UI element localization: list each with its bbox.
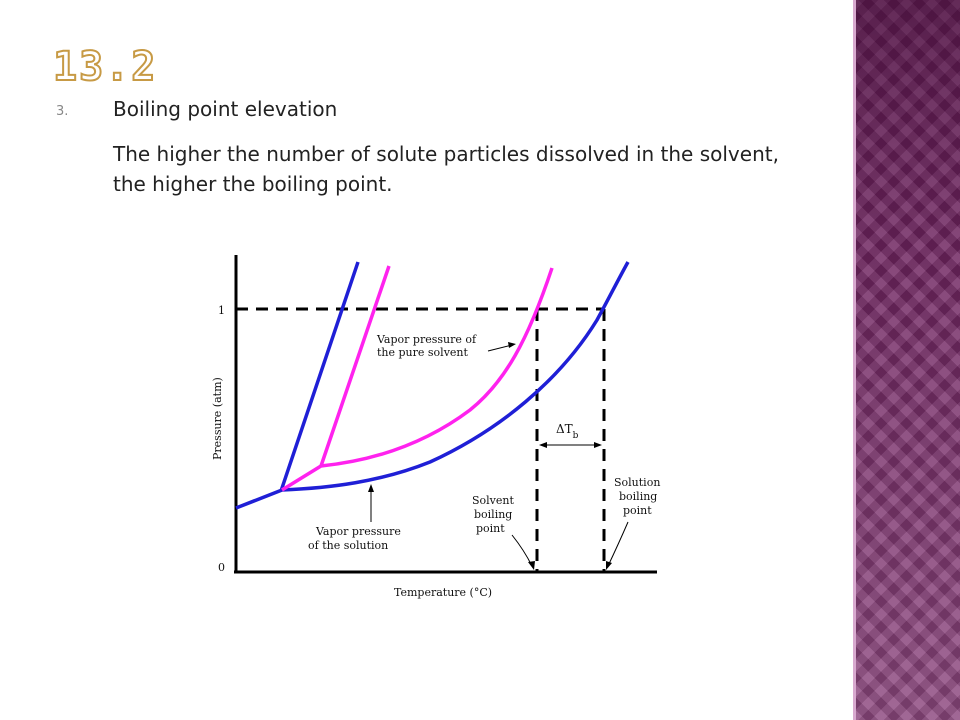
label-solvent-bp-1: Solvent [472,494,514,507]
solution-bp-arrowhead [606,561,612,570]
delta-tb-arrowhead-left [539,442,547,448]
decorative-side-panel [853,0,960,720]
pure-solvent-arrow [487,344,513,352]
solvent-bp-arrowhead [528,561,535,570]
solvent-vapor-pressure-curve [281,267,554,492]
solution-vapor-pressure-curve [235,261,630,510]
label-solution-2: of the solution [308,539,388,552]
bullet-heading: Boiling point elevation [113,97,338,121]
label-pure-solvent-2: the pure solvent [377,346,468,359]
tick-label-0: 0 [218,561,225,574]
solution-arrowhead [368,484,374,492]
solution-solid-line [279,261,360,492]
label-solution-bp-2: boiling [619,490,657,503]
label-solvent-bp-3: point [476,522,505,535]
solvent-bp-arrow [511,534,533,567]
pure-solvent-arrowhead [508,342,516,348]
label-pure-solvent-1: Vapor pressure of [376,333,477,346]
label-solution-bp-3: point [623,504,652,517]
slide-title: 13.2 [52,43,158,91]
label-solution-1: Vapor pressure [315,525,401,538]
delta-tb-arrowhead-right [594,442,602,448]
list-number: 3. [56,104,69,119]
y-axis-label: Pressure (atm) [211,377,224,460]
tick-label-1: 1 [218,304,225,317]
x-axis-label: Temperature (°C) [394,586,492,599]
delta-tb-label: ΔTb [556,422,579,441]
side-panel-edge [853,0,856,720]
solution-bp-arrow [607,521,629,567]
label-solution-bp-1: Solution [614,476,660,489]
solvent-solid-line [319,265,391,467]
bullet-body-text: The higher the number of solute particle… [113,142,779,196]
label-solvent-bp-2: boiling [474,508,512,521]
